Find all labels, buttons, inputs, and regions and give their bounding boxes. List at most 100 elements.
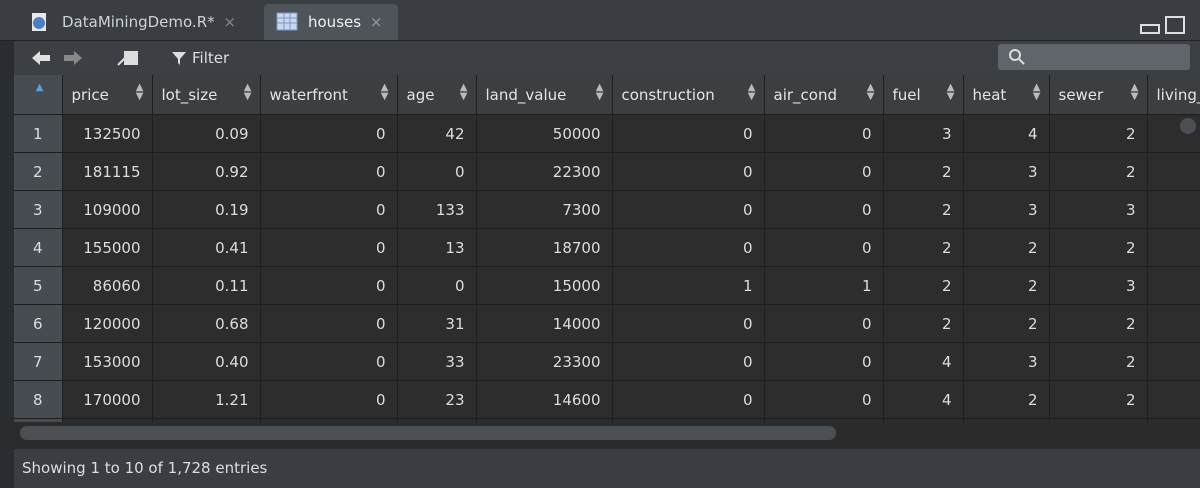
cell: 2 (1049, 152, 1148, 191)
column-header[interactable]: air_cond ▲ ▼ (764, 75, 884, 115)
column-header[interactable]: age ▲ ▼ (397, 75, 477, 115)
cell: 0 (260, 342, 398, 381)
window-controls[interactable] (1140, 16, 1190, 36)
filter-button[interactable]: Filter (172, 41, 229, 75)
tab[interactable]: DataMiningDemo.R* × (18, 4, 262, 40)
sort-indicator: ▲ (35, 82, 44, 93)
cell: 120000 (62, 304, 153, 343)
column-header[interactable]: waterfront ▲ ▼ (260, 75, 398, 115)
sort-indicator[interactable]: ▲ ▼ (459, 82, 468, 102)
row-number: 8 (14, 380, 63, 419)
sort-indicator[interactable]: ▲ ▼ (380, 82, 389, 102)
cell: 0.40 (152, 342, 261, 381)
sort-indicator[interactable]: ▲ ▼ (946, 82, 955, 102)
cell: 0.09 (152, 114, 261, 153)
sort-indicator[interactable]: ▲ ▼ (243, 82, 252, 102)
column-name: living_ (1156, 85, 1200, 104)
cell: 1 (612, 266, 765, 305)
header-row: ▲ price ▲ ▼ lot_size ▲ ▼ waterfront ▲ ▼ age ▲ ▼ land_… (14, 75, 1200, 115)
status-bar: Showing 1 to 10 of 1,728 entries (14, 449, 1200, 488)
cell: 0 (764, 190, 884, 229)
cell: 86060 (62, 266, 153, 305)
row-number: 9 (14, 418, 63, 422)
cell: 0 (764, 228, 884, 267)
popout-icon[interactable] (116, 49, 140, 67)
column-header[interactable]: fuel ▲ ▼ (883, 75, 964, 115)
scroll-thumb[interactable] (20, 426, 836, 440)
search-icon (1009, 49, 1025, 65)
data-grid: ▲ price ▲ ▼ lot_size ▲ ▼ waterfront ▲ ▼ age ▲ ▼ land_… (14, 75, 1200, 422)
vertical-scroll-thumb[interactable] (1180, 118, 1196, 134)
cell: 2 (883, 152, 964, 191)
row-number: 6 (14, 304, 63, 343)
tab-label: houses (308, 13, 362, 31)
cell: 2 (883, 190, 964, 229)
cell: 22300 (476, 152, 613, 191)
cell: 2 (963, 380, 1050, 419)
cell: 0 (612, 418, 765, 422)
row-number: 5 (14, 266, 63, 305)
search-box[interactable] (998, 44, 1190, 70)
data-table: ▲ price ▲ ▼ lot_size ▲ ▼ waterfront ▲ ▼ age ▲ ▼ land_… (14, 75, 1200, 422)
close-icon[interactable]: × (223, 13, 236, 31)
cell: 2 (1049, 228, 1148, 267)
cell: 0 (260, 190, 398, 229)
sort-indicator[interactable]: ▲ ▼ (1130, 82, 1139, 102)
cell: 0 (612, 380, 765, 419)
data-row: 5 86060 0.11 0 0 15000 1 1 2 2 3 (14, 266, 1200, 305)
column-header[interactable]: price ▲ ▼ (62, 75, 153, 115)
cell (1147, 190, 1200, 229)
row-number: 1 (14, 114, 63, 153)
cell: 3 (883, 418, 964, 422)
column-name: age (406, 85, 435, 104)
column-name: price (71, 85, 109, 104)
cell: 0 (612, 114, 765, 153)
cell: 0 (260, 266, 398, 305)
column-header[interactable]: construction ▲ ▼ (612, 75, 765, 115)
cell: 0.92 (152, 152, 261, 191)
horizontal-scrollbar[interactable] (14, 422, 1200, 446)
data-row: 8 170000 1.21 0 23 14600 0 0 4 2 2 (14, 380, 1200, 419)
column-header[interactable]: living_ (1147, 75, 1200, 115)
sort-indicator[interactable]: ▲ ▼ (595, 82, 604, 102)
cell: 7300 (476, 190, 613, 229)
cell: 3 (963, 190, 1050, 229)
cell: 4 (963, 114, 1050, 153)
cell: 2 (963, 266, 1050, 305)
column-header[interactable]: lot_size ▲ ▼ (152, 75, 261, 115)
sort-indicator[interactable]: ▲ ▼ (1032, 82, 1041, 102)
cell: 0 (612, 342, 765, 381)
data-row: 4 155000 0.41 0 13 18700 0 0 2 2 2 (14, 228, 1200, 267)
sort-indicator[interactable]: ▲ ▼ (747, 82, 756, 102)
cell: 2 (1049, 304, 1148, 343)
sort-indicator[interactable]: ▲ ▼ (866, 82, 875, 102)
cell: 0 (260, 418, 398, 422)
row-number-header[interactable]: ▲ (14, 75, 63, 115)
r-file-icon (32, 13, 46, 31)
cell: 109000 (62, 190, 153, 229)
row-number: 2 (14, 152, 63, 191)
column-header[interactable]: sewer ▲ ▼ (1049, 75, 1148, 115)
sort-indicator[interactable]: ▲ ▼ (135, 82, 144, 102)
cell: 0 (260, 228, 398, 267)
cell: 14000 (476, 304, 613, 343)
close-icon[interactable]: × (369, 13, 383, 31)
tab-active[interactable]: houses × (264, 4, 398, 40)
column-header[interactable]: heat ▲ ▼ (963, 75, 1050, 115)
cell: 2 (963, 304, 1050, 343)
cell: 2 (1049, 380, 1148, 419)
cell: 0 (397, 152, 477, 191)
data-row: 2 181115 0.92 0 0 22300 0 0 2 3 2 (14, 152, 1200, 191)
cell: 31 (397, 304, 477, 343)
column-name: fuel (892, 85, 921, 104)
cell: 153000 (62, 342, 153, 381)
column-header[interactable]: land_value ▲ ▼ (476, 75, 613, 115)
cell (1147, 342, 1200, 381)
cell: 42 (397, 114, 477, 153)
cell: 0 (612, 304, 765, 343)
column-name: heat (972, 85, 1007, 104)
cell: 0 (397, 266, 477, 305)
nav-arrows[interactable] (30, 49, 90, 67)
column-name: waterfront (269, 85, 348, 104)
